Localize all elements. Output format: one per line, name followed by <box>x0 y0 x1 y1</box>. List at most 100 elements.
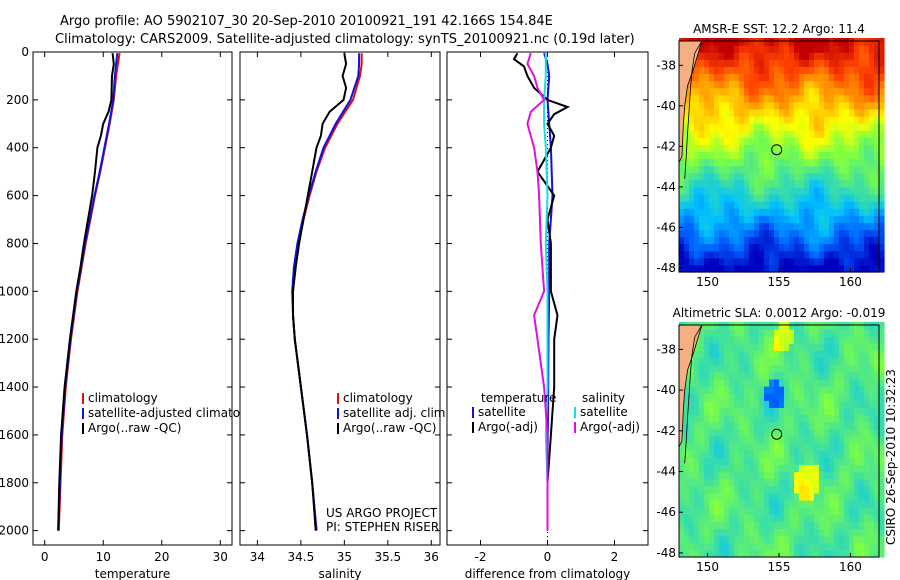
sst_map-cell <box>854 101 860 110</box>
sla_map-cell <box>734 542 740 551</box>
sst_map-cell <box>749 94 755 103</box>
sst_map-cell <box>809 52 815 60</box>
sla_map-cell <box>779 443 785 451</box>
sla_map-cell <box>879 371 885 380</box>
sst_map-cell <box>724 59 730 67</box>
sst_map-cell <box>754 243 760 252</box>
sla_map-cell <box>774 514 780 522</box>
temperature-legend-label: climatology <box>88 391 158 405</box>
sst_map-cell <box>749 257 755 266</box>
sst_map-cell <box>719 222 725 231</box>
sla_map-cell <box>744 329 750 337</box>
sst_map-cell <box>779 108 785 117</box>
sst_map-cell <box>764 236 770 245</box>
sst_map-cell <box>759 243 765 252</box>
sst_map-cell <box>769 94 775 103</box>
sla_map-cell <box>824 336 830 344</box>
sla_map-cell <box>769 364 775 373</box>
sst_map-cell <box>739 45 745 53</box>
sst_map-cell <box>709 194 715 202</box>
sst_map-cell <box>829 38 835 46</box>
sst_map-cell <box>859 52 865 60</box>
sla_map-cell <box>704 393 710 401</box>
sla_map-cell <box>729 485 735 494</box>
sst_map-cell <box>774 201 780 209</box>
sst_map-cell <box>754 123 760 131</box>
sla_map-cell <box>704 507 710 515</box>
sla_map-cell <box>809 414 815 423</box>
sst_map-cell <box>699 66 705 74</box>
sla_map-cell <box>869 378 875 387</box>
sla_map-cell <box>854 478 860 487</box>
sst_map-cell <box>764 130 770 138</box>
sst_map-cell <box>729 236 735 245</box>
sst_map-cell <box>859 222 865 231</box>
sla_map-cell <box>709 535 715 544</box>
sst_map-cell <box>799 87 805 96</box>
sst_map-cell <box>749 229 755 238</box>
sla_map-cell <box>844 329 850 337</box>
sst_map-cell <box>724 101 730 110</box>
sst_map-cell <box>744 151 750 160</box>
sst_map-cell <box>729 80 735 89</box>
sst_map-ytick-label: -42 <box>656 139 676 153</box>
temperature-xtick-label: 0 <box>41 550 49 564</box>
sla_map-cell <box>689 471 695 480</box>
sst_map-cell <box>764 222 770 231</box>
sst_map-cell <box>769 250 775 259</box>
sst_map-cell <box>694 243 700 252</box>
sst_map-cell <box>844 208 850 216</box>
sst_map-cell <box>809 87 815 96</box>
sst_map-cell <box>859 201 865 209</box>
sst_map-cell <box>744 264 750 273</box>
sla_map-cell <box>859 400 865 408</box>
sst_map-cell <box>834 116 840 124</box>
sla_map-cell <box>809 357 815 366</box>
sst_map-cell <box>824 165 830 174</box>
sla_map-cell <box>849 393 855 401</box>
sla_map-cell <box>679 514 685 522</box>
sst_map-cell <box>729 158 735 167</box>
sla_map-cell <box>749 514 755 522</box>
sst_map-cell <box>769 215 775 223</box>
sla_map-cell <box>794 321 800 330</box>
sst_map-cell <box>794 38 800 46</box>
sla_map-cell <box>859 393 865 401</box>
sst_map-cell <box>719 38 725 46</box>
sla_map-cell <box>784 535 790 544</box>
sla_map-cell <box>724 521 730 530</box>
temperature-xtick-label: 20 <box>154 550 169 564</box>
sst_map-cell <box>829 236 835 245</box>
sst_map-cell <box>849 215 855 223</box>
sst_map-cell <box>859 215 865 223</box>
sst_map-cell <box>859 101 865 110</box>
sst_map-cell <box>824 87 830 96</box>
sla_map-cell <box>739 428 745 437</box>
sla_map-cell <box>779 421 785 430</box>
sst_map-cell <box>814 243 820 252</box>
sla_map-cell <box>789 407 795 416</box>
sst_map-cell <box>804 73 810 82</box>
sst_map-cell <box>794 108 800 117</box>
sla_map-cell <box>724 364 730 373</box>
sla_map-cell <box>814 393 820 401</box>
sst_map-cell <box>784 130 790 138</box>
sst_map-cell <box>714 38 720 46</box>
sla_map-cell <box>794 500 800 508</box>
sla_map-cell <box>769 457 775 465</box>
sla_map-cell <box>699 514 705 522</box>
sla_map-cell <box>844 478 850 487</box>
sst_map-cell <box>774 130 780 138</box>
sst_map-cell <box>754 87 760 96</box>
sla_map-cell <box>864 500 870 508</box>
sla_map-cell <box>804 549 810 558</box>
sst_map-cell <box>844 101 850 110</box>
sst_map-cell <box>684 116 690 124</box>
sla_map-cell <box>849 535 855 544</box>
sst_map-cell <box>844 66 850 74</box>
sst_map-cell <box>814 123 820 131</box>
sla_map-cell <box>724 549 730 558</box>
sst_map-cell <box>749 38 755 46</box>
sst_map-cell <box>879 257 885 266</box>
sla_map-cell <box>859 485 865 494</box>
